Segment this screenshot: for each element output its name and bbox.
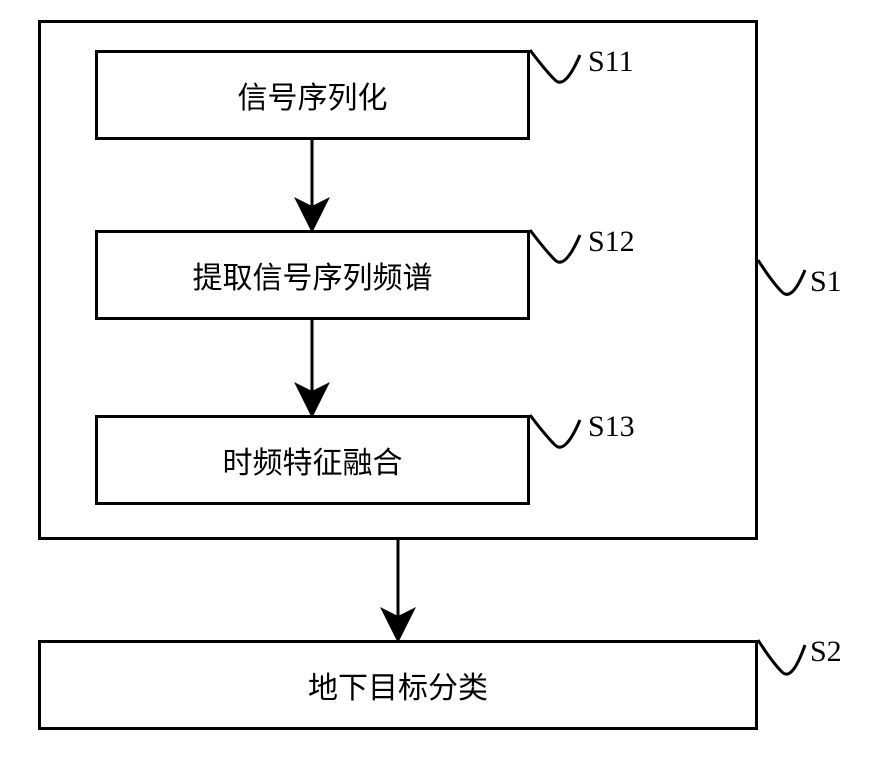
leader-s12 xyxy=(530,230,580,262)
leader-s11 xyxy=(530,50,580,82)
diagram-canvas: 信号序列化 提取信号序列频谱 时频特征融合 地下目标分类 S11 S12 S13… xyxy=(0,0,893,759)
leader-s2 xyxy=(758,640,805,674)
connectors-svg xyxy=(0,0,893,759)
leader-s1 xyxy=(758,260,805,294)
leader-s13 xyxy=(530,415,580,447)
